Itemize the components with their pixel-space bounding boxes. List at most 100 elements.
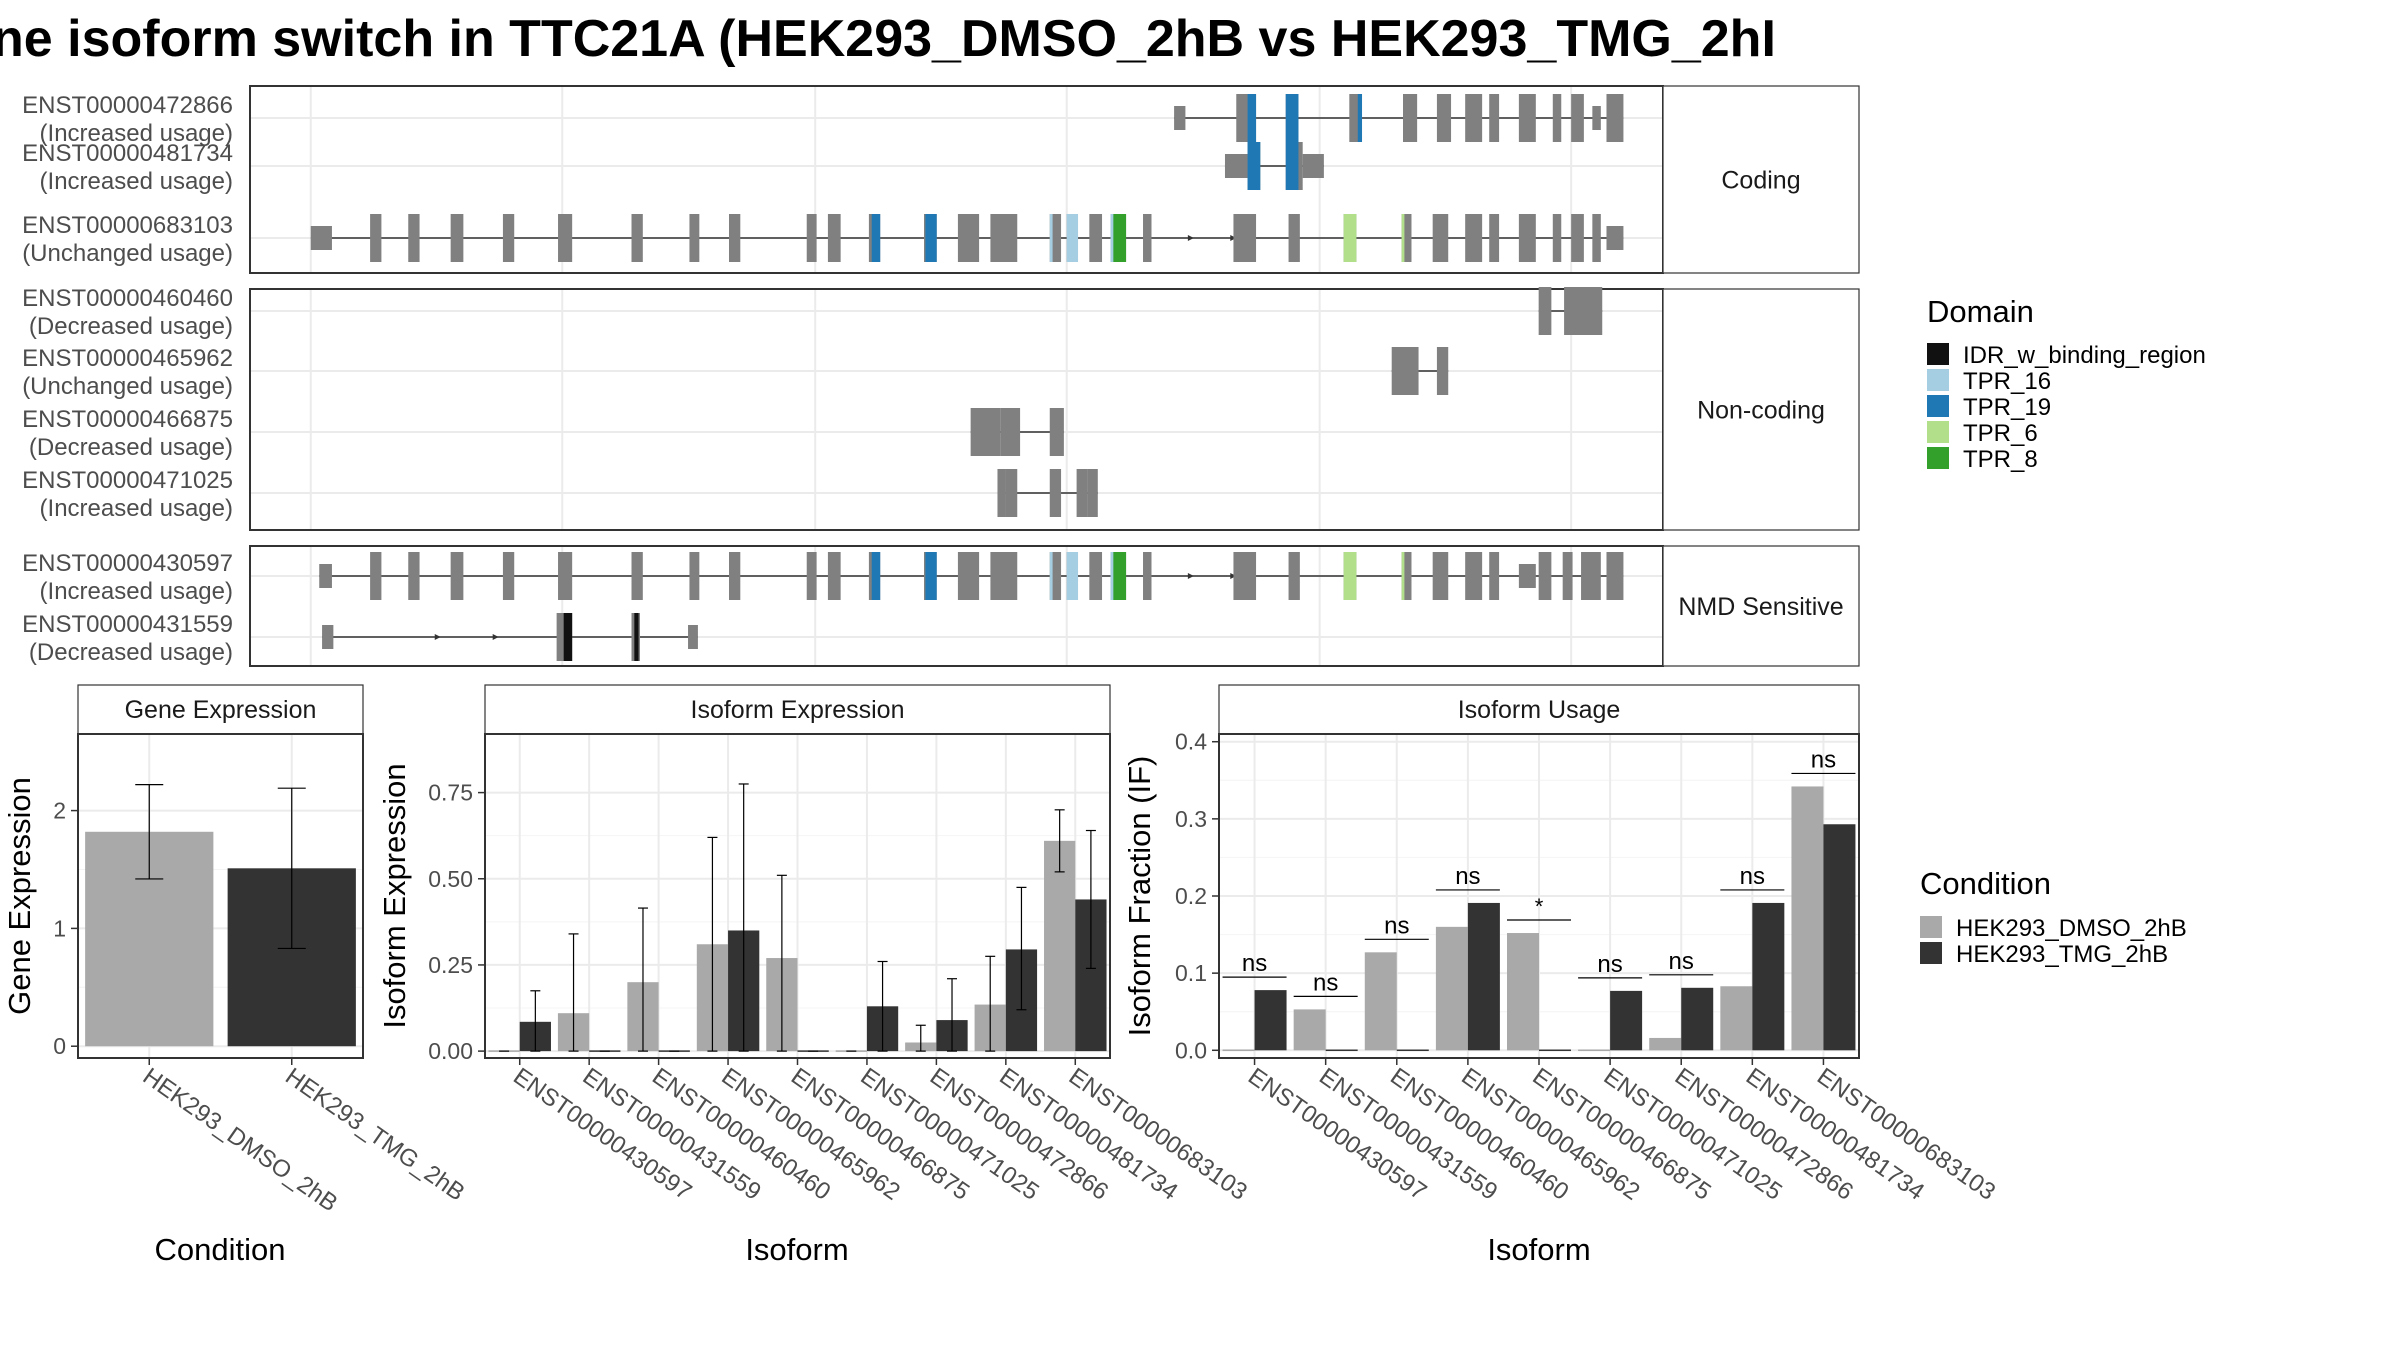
chart-isoform-expression: Isoform Expression0.000.250.500.75ENST00…	[377, 684, 1252, 1267]
domain-TPR_16	[1066, 552, 1079, 600]
bar-HEK293_TMG_2hB-ENST00000430597	[1254, 990, 1287, 1051]
legends: DomainIDR_w_binding_regionTPR_16TPR_19TP…	[1920, 294, 2206, 968]
bar-HEK293_TMG_2hB-ENST00000465962	[1467, 902, 1500, 1051]
bar-HEK293_TMG_2hB-ENST00000460460	[1396, 1049, 1429, 1052]
chart-title: Isoform Usage	[1458, 696, 1621, 724]
legend-label-HEK293_TMG_2hB: HEK293_TMG_2hB	[1956, 941, 2168, 968]
exon	[450, 552, 464, 600]
y-tick-label: 0.25	[428, 952, 473, 978]
y-tick-label: 0.3	[1175, 806, 1207, 832]
domain-TPR_6	[1343, 214, 1357, 262]
legend-key-IDR_w_binding_region	[1927, 343, 1949, 365]
exon	[1089, 214, 1103, 262]
bar-HEK293_DMSO_2hB-ENST00000460460	[1364, 952, 1397, 1051]
chart-title: Isoform Expression	[691, 696, 905, 724]
exon	[1005, 469, 1018, 517]
panel-background	[250, 289, 1663, 530]
exon	[1049, 552, 1062, 600]
exon	[370, 214, 382, 262]
transcript-ENST00000460460: ENST00000460460(Decreased usage)	[22, 285, 1603, 340]
exon	[1518, 564, 1536, 588]
domain-TPR_19	[871, 214, 881, 262]
exon	[1401, 214, 1412, 262]
bar-HEK293_DMSO_2hB-ENST00000481734	[1720, 986, 1753, 1051]
domain-TPR_19	[925, 214, 937, 262]
exon	[1562, 552, 1573, 600]
exon	[1564, 287, 1603, 335]
domain-IDR_w_binding_region	[563, 613, 573, 661]
exon	[558, 214, 573, 262]
bar-HEK293_DMSO_2hB-ENST00000472866	[1649, 1037, 1682, 1051]
exon	[970, 408, 1001, 456]
transcript-id-label: ENST00000430597	[22, 550, 233, 577]
exon	[1465, 94, 1483, 142]
bar-HEK293_TMG_2hB-ENST00000683103	[1823, 824, 1856, 1051]
exon	[1592, 106, 1601, 130]
y-tick-label: 0.50	[428, 866, 473, 892]
transcript-ENST00000465962: ENST00000465962(Unchanged usage)	[22, 345, 1449, 400]
domain-TPR_19	[1285, 142, 1299, 190]
strand-arrow	[1187, 235, 1194, 241]
exon	[1233, 552, 1257, 600]
transcript-id-label: ENST00000466875	[22, 406, 233, 433]
legend-label-IDR_w_binding_region: IDR_w_binding_region	[1963, 342, 2206, 369]
transcript-usage-label: (Decreased usage)	[29, 434, 233, 461]
x-axis-title: Isoform	[745, 1232, 848, 1267]
exon	[1552, 214, 1562, 262]
exon	[1000, 408, 1021, 456]
transcript-usage-label: (Increased usage)	[40, 495, 233, 522]
transcript-usage-label: (Increased usage)	[40, 120, 233, 147]
x-axis-title: Condition	[155, 1232, 286, 1267]
facet-strip	[1662, 85, 1860, 274]
y-tick-label: 0.1	[1175, 960, 1207, 986]
legend-key-HEK293_TMG_2hB	[1920, 942, 1942, 964]
y-tick-label: 2	[53, 798, 66, 824]
exon	[408, 552, 420, 600]
exon	[1606, 226, 1624, 250]
transcript-ENST00000472866: ENST00000472866(Increased usage)	[22, 92, 1624, 147]
bar-HEK293_TMG_2hB-ENST00000471025	[1610, 990, 1643, 1051]
domain-TPR_6	[1401, 214, 1405, 262]
transcript-id-label: ENST00000481734	[22, 140, 233, 167]
exon	[1606, 94, 1624, 142]
exon	[957, 214, 980, 262]
exon	[1233, 214, 1257, 262]
domain-TPR_6	[1343, 552, 1357, 600]
y-tick-label: 1	[53, 915, 66, 941]
exon	[1538, 287, 1552, 335]
legend-label-HEK293_DMSO_2hB: HEK293_DMSO_2hB	[1956, 915, 2187, 942]
exon	[1049, 469, 1062, 517]
exon	[689, 552, 700, 600]
exon	[1049, 408, 1064, 456]
strand-arrow	[1230, 235, 1237, 241]
exon	[1465, 214, 1483, 262]
exon	[1489, 552, 1500, 600]
exon	[689, 214, 700, 262]
legend-label-TPR_8: TPR_8	[1963, 446, 2038, 473]
exon	[1224, 154, 1248, 178]
domain-TPR_19	[871, 552, 881, 600]
legend-key-TPR_6	[1927, 421, 1949, 443]
chart-gene-expression: Gene Expression012HEK293_DMSO_2hBHEK293_…	[2, 684, 470, 1267]
transcript-usage-label: (Increased usage)	[40, 578, 233, 605]
exon	[990, 214, 1018, 262]
transcript-ENST00000683103: ENST00000683103(Unchanged usage)	[22, 212, 1624, 267]
strand-arrow	[492, 634, 499, 640]
significance-label: ns	[1384, 912, 1409, 939]
significance-label: ns	[1669, 948, 1694, 975]
bar-HEK293_DMSO_2hB-ENST00000683103	[1044, 840, 1076, 1052]
exon	[1174, 106, 1186, 130]
exon	[1089, 552, 1103, 600]
strand-arrow	[1230, 573, 1237, 579]
exon	[1571, 214, 1584, 262]
domain-TPR_19	[1247, 94, 1257, 142]
domain-IDR_w_binding_region	[634, 613, 639, 661]
legend-label-TPR_19: TPR_19	[1963, 394, 2051, 421]
significance-label: *	[1535, 894, 1544, 919]
transcript-id-label: ENST00000471025	[22, 467, 233, 494]
transcript-id-label: ENST00000465962	[22, 345, 233, 372]
exon	[1465, 552, 1483, 600]
exon	[997, 469, 1006, 517]
domain-TPR_16	[1066, 214, 1079, 262]
